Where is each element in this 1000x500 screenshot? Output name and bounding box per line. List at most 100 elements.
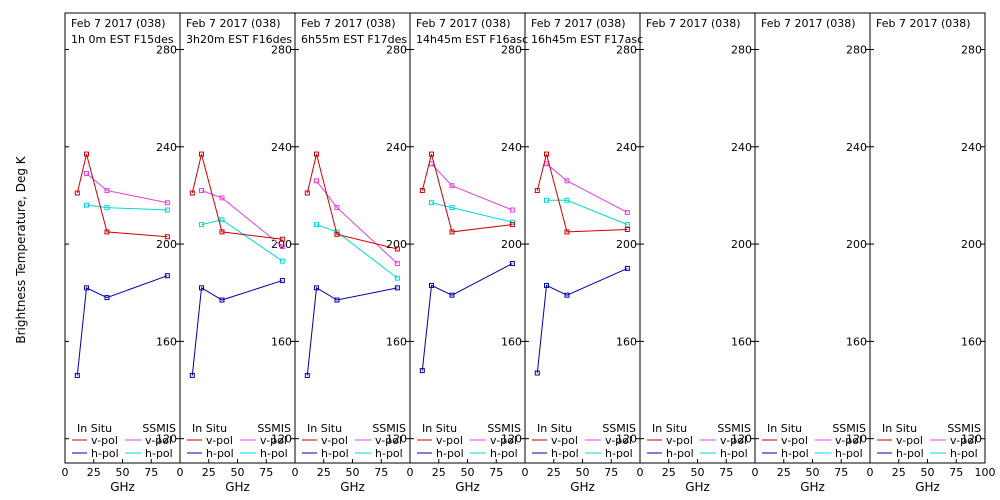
y-tick-label: 280	[846, 43, 867, 56]
x-axis-label: GHz	[225, 480, 250, 494]
panel-6: Feb 7 2017 (038) 120 160 200 240 280 0 25 50 75 GH…	[637, 12, 756, 494]
panel-title: Feb 7 2017 (038)	[416, 17, 511, 30]
legend-insitu-h-label: h-pol	[91, 447, 119, 460]
legend-ssmis-h-label: h-pol	[260, 447, 288, 460]
insitu-v-line	[76, 153, 168, 238]
insitu-v-line	[536, 153, 628, 233]
x-tick-label: 75	[719, 466, 733, 479]
ssmis-v-point	[449, 183, 455, 189]
x-tick-label: 50	[346, 466, 360, 479]
insitu-v-point	[624, 226, 630, 232]
y-tick-label: 160	[386, 335, 407, 348]
ssmis-v-line	[431, 163, 513, 211]
x-tick-label: 25	[892, 466, 906, 479]
y-tick-label: 240	[731, 141, 752, 154]
panel-title: Feb 7 2017 (038)	[531, 17, 626, 30]
y-tick-label: 240	[271, 141, 292, 154]
ssmis-v-line	[316, 180, 398, 264]
y-tick-label: 120	[616, 433, 637, 446]
insitu-h-point	[429, 282, 435, 288]
x-axis-label: GHz	[110, 480, 135, 494]
insitu-h-line	[536, 267, 628, 374]
y-tick-label: 240	[961, 141, 982, 154]
x-tick-label: 0	[407, 466, 414, 479]
insitu-h-point	[334, 297, 340, 303]
y-tick-label: 200	[961, 238, 982, 251]
legend-insitu-v-label: v-pol	[91, 434, 118, 447]
y-tick-label: 200	[616, 238, 637, 251]
ssmis-v-point	[564, 178, 570, 184]
legend-insitu-h-label: h-pol	[321, 447, 349, 460]
x-tick-label: 0	[752, 466, 759, 479]
insitu-v-point	[564, 229, 570, 235]
panel-title: Feb 7 2017 (038)	[301, 17, 396, 30]
legend-in-situ: In Situ	[882, 422, 917, 435]
legend-insitu-h-label: h-pol	[436, 447, 464, 460]
insitu-h-line	[421, 263, 513, 371]
y-tick-label: 160	[156, 335, 177, 348]
legend-ssmis: SSMIS	[717, 422, 751, 435]
y-tick-label: 280	[961, 43, 982, 56]
x-tick-label: 50	[691, 466, 705, 479]
insitu-v-point	[534, 188, 540, 194]
ssmis-h-point	[449, 205, 455, 211]
legend-ssmis-h-label: h-pol	[605, 447, 633, 460]
insitu-v-point	[314, 151, 320, 157]
ssmis-v-point	[279, 244, 285, 250]
y-tick-label: 160	[616, 335, 637, 348]
y-tick-label: 200	[501, 238, 522, 251]
ssmis-h-line	[86, 204, 168, 211]
x-tick-label: 25	[202, 466, 216, 479]
y-axis-label: Brightness Temperature, Deg K	[14, 155, 28, 343]
legend-ssmis-h-label: h-pol	[835, 447, 863, 460]
legend-ssmis-v-label: v-pol	[260, 434, 287, 447]
insitu-v-point	[429, 151, 435, 157]
legend-insitu-h-label: h-pol	[666, 447, 694, 460]
ssmis-v-line	[201, 190, 283, 247]
insitu-h-point	[544, 282, 550, 288]
x-tick-label: 25	[87, 466, 101, 479]
panel-title: Feb 7 2017 (038)	[646, 17, 741, 30]
insitu-h-point	[449, 292, 455, 298]
legend-ssmis-h-label: h-pol	[950, 447, 978, 460]
y-tick-label: 280	[386, 43, 407, 56]
insitu-v-line	[191, 153, 283, 240]
legend-ssmis-v-label: v-pol	[835, 434, 862, 447]
ssmis-h-point	[84, 202, 90, 208]
x-axis-label: GHz	[455, 480, 480, 494]
x-axis-label: GHz	[570, 480, 595, 494]
insitu-v-point	[449, 229, 455, 235]
y-tick-label: 120	[156, 433, 177, 446]
y-tick-label: 160	[501, 335, 522, 348]
y-tick-label: 240	[386, 141, 407, 154]
y-tick-label: 160	[961, 335, 982, 348]
panel-subtitle: 16h45m EST F17asc	[531, 33, 643, 46]
ssmis-v-point	[334, 205, 340, 211]
y-tick-label: 120	[961, 433, 982, 446]
ssmis-v-point	[199, 188, 205, 194]
legend-in-situ: In Situ	[767, 422, 802, 435]
insitu-v-point	[84, 151, 90, 157]
x-tick-label: 25	[317, 466, 331, 479]
insitu-h-line	[191, 280, 283, 376]
y-tick-label: 120	[386, 433, 407, 446]
insitu-v-point	[394, 246, 400, 252]
ssmis-h-line	[316, 224, 398, 279]
legend-ssmis-v-label: v-pol	[720, 434, 747, 447]
legend-in-situ: In Situ	[652, 422, 687, 435]
ssmis-h-point	[544, 197, 550, 203]
ssmis-h-line	[546, 199, 628, 226]
ssmis-h-line	[201, 219, 283, 262]
ssmis-h-point	[394, 275, 400, 281]
legend-in-situ: In Situ	[77, 422, 112, 435]
insitu-h-point	[419, 368, 425, 374]
x-tick-label: 50	[461, 466, 475, 479]
y-tick-label: 280	[501, 43, 522, 56]
legend-ssmis-v-label: v-pol	[375, 434, 402, 447]
legend-insitu-v-label: v-pol	[551, 434, 578, 447]
x-axis-label: GHz	[800, 480, 825, 494]
ssmis-h-line	[431, 202, 513, 223]
legend-ssmis: SSMIS	[602, 422, 636, 435]
x-tick-label: 50	[921, 466, 935, 479]
